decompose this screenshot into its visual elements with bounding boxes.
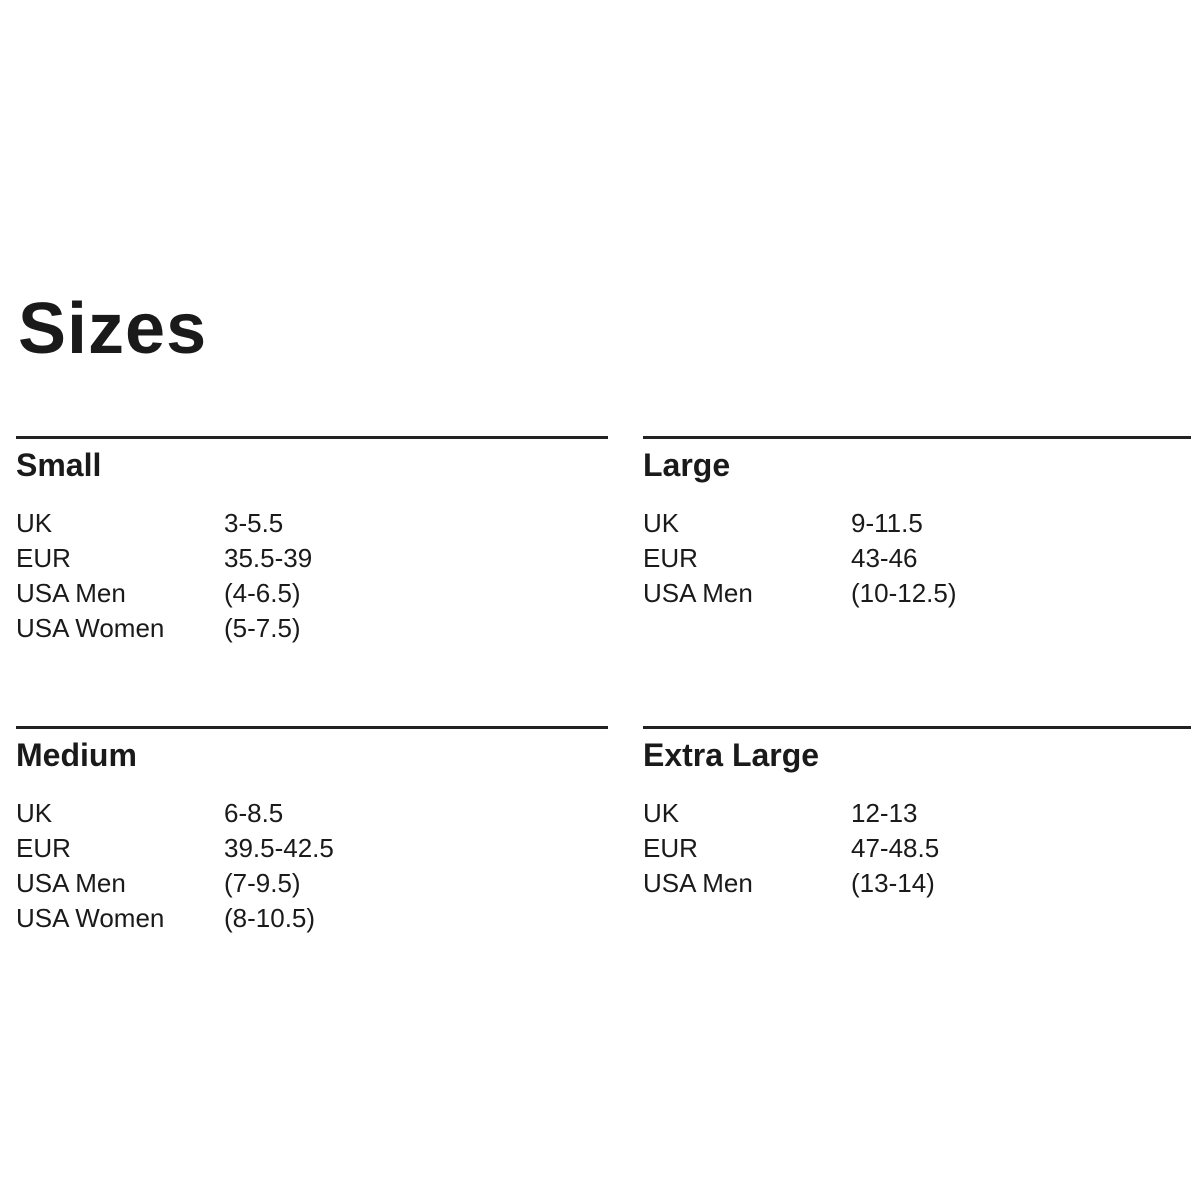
size-row: EUR 43-46 (643, 541, 1191, 576)
size-label: EUR (16, 833, 71, 863)
size-value: 47-48.5 (851, 833, 940, 863)
size-section: Medium UK 6-8.5 EUR 39.5-42.5 USA Men (7-9.5) U… (16, 726, 608, 936)
size-label: USA Men (16, 868, 126, 898)
size-label: UK (643, 798, 680, 828)
divider (643, 726, 1191, 729)
page-title: Sizes (18, 289, 208, 369)
size-label: EUR (16, 543, 71, 573)
size-row: USA Men (10-12.5) (643, 576, 1191, 611)
size-row: EUR 47-48.5 (643, 831, 1191, 866)
divider (16, 726, 608, 729)
size-value: 9-11.5 (851, 508, 923, 538)
size-section: Small UK 3-5.5 EUR 35.5-39 USA Men (4-6.5) USA … (16, 436, 608, 646)
size-row: UK 12-13 (643, 796, 1191, 831)
size-label: USA Men (643, 578, 753, 608)
size-row: UK 6-8.5 (16, 796, 608, 831)
size-value: 3-5.5 (224, 508, 284, 538)
size-label: USA Men (16, 578, 126, 608)
size-value: (10-12.5) (851, 578, 957, 608)
size-row: USA Men (7-9.5) (16, 866, 608, 901)
size-value: (13-14) (851, 868, 935, 898)
size-label: USA Women (16, 903, 165, 933)
size-value: (7-9.5) (224, 868, 301, 898)
size-value: 6-8.5 (224, 798, 284, 828)
size-label: UK (16, 798, 53, 828)
size-row: USA Men (4-6.5) (16, 576, 608, 611)
size-label: UK (16, 508, 53, 538)
size-label: EUR (643, 543, 698, 573)
size-value: 35.5-39 (224, 543, 313, 573)
size-section: Large UK 9-11.5 EUR 43-46 USA Men (10-12.5) (643, 436, 1191, 611)
size-value: (4-6.5) (224, 578, 301, 608)
size-row: USA Women (8-10.5) (16, 901, 608, 936)
size-value: (8-10.5) (224, 903, 316, 933)
size-label: USA Women (16, 613, 165, 643)
size-row: UK 9-11.5 (643, 506, 1191, 541)
size-row: EUR 39.5-42.5 (16, 831, 608, 866)
size-row: USA Women (5-7.5) (16, 611, 608, 646)
size-label: USA Men (643, 868, 753, 898)
section-title: Medium (16, 737, 137, 773)
size-section: Extra Large UK 12-13 EUR 47-48.5 USA Men (13-1… (643, 726, 1191, 901)
divider (16, 436, 608, 439)
size-row: USA Men (13-14) (643, 866, 1191, 901)
section-title: Extra Large (643, 737, 820, 773)
size-value: (5-7.5) (224, 613, 301, 643)
section-title: Small (16, 447, 102, 483)
divider (643, 436, 1191, 439)
size-value: 12-13 (851, 798, 918, 828)
size-value: 43-46 (851, 543, 918, 573)
section-title: Large (643, 447, 731, 483)
size-label: EUR (643, 833, 698, 863)
size-value: 39.5-42.5 (224, 833, 334, 863)
size-row: EUR 35.5-39 (16, 541, 608, 576)
size-row: UK 3-5.5 (16, 506, 608, 541)
size-label: UK (643, 508, 680, 538)
